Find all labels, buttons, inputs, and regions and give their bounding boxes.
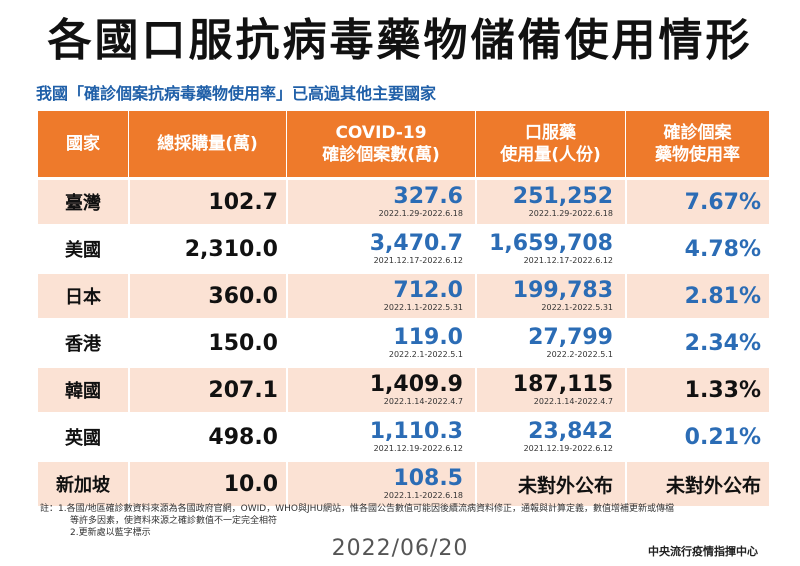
cases-cell: 1,110.3 2021.12.19-2022.6.12 (286, 415, 475, 459)
publish-date: 2022/06/20 (331, 536, 469, 561)
purchase-cell: 150.0 (128, 321, 286, 365)
table-row: 日本 360.0 712.0 2022.1.1-2022.5.31 199,78… (38, 274, 769, 318)
purchase-cell: 102.7 (128, 180, 286, 224)
purchase-cell: 2,310.0 (128, 227, 286, 271)
country-cell: 臺灣 (38, 180, 128, 224)
usage-cell: 1,659,708 2021.12.17-2022.6.12 (475, 227, 625, 271)
page-title: 各國口服抗病毒藥物儲備使用情形 (47, 15, 753, 66)
table-row: 臺灣 102.7 327.6 2022.1.29-2022.6.18 251,2… (38, 180, 769, 224)
antiviral-table: 國家 總採購量(萬) COVID-19 確診個案數(萬) 口服藥 使用量(人份) 確… (38, 108, 769, 509)
country-cell: 英國 (38, 415, 128, 459)
cases-value: 1,110.3 (369, 419, 463, 444)
country-cell: 日本 (38, 274, 128, 318)
rate-cell: 未對外公布 (625, 462, 769, 506)
usage-cell: 未對外公布 (475, 462, 625, 506)
footnote-2: 2.更新處以藍字標示 (70, 528, 151, 538)
cases-value: 119.0 (393, 325, 463, 350)
usage-value: 27,799 (528, 325, 613, 350)
header-cases: COVID-19 確診個案數(萬) (286, 111, 475, 177)
cases-value: 712.0 (393, 278, 463, 303)
usage-cell: 23,842 2021.12.19-2022.6.12 (475, 415, 625, 459)
country-cell: 香港 (38, 321, 128, 365)
usage-period: 2022.1.14-2022.4.7 (533, 397, 613, 406)
cases-period: 2022.1.1-2022.6.18 (383, 491, 463, 500)
usage-cell: 27,799 2022.2-2022.5.1 (475, 321, 625, 365)
usage-value: 1,659,708 (489, 231, 613, 256)
cases-cell: 712.0 2022.1.1-2022.5.31 (286, 274, 475, 318)
usage-cell: 251,252 2022.1.29-2022.6.18 (475, 180, 625, 224)
table-row: 美國 2,310.0 3,470.7 2021.12.17-2022.6.12 … (38, 227, 769, 271)
organization-name: 中央流行疫情指揮中心 (648, 545, 758, 558)
footnotes: 註：1.各國/地區確診數資料來源為各國政府官網，OWID，WHO與JHU網站，惟… (40, 503, 770, 539)
cases-period: 2021.12.19-2022.6.12 (373, 444, 463, 453)
cases-cell: 1,409.9 2022.1.14-2022.4.7 (286, 368, 475, 412)
usage-value: 23,842 (528, 419, 613, 444)
rate-value: 未對外公布 (665, 474, 761, 497)
cases-cell: 327.6 2022.1.29-2022.6.18 (286, 180, 475, 224)
cases-period: 2022.2.1-2022.5.1 (388, 350, 463, 359)
usage-cell: 199,783 2022.1-2022.5.31 (475, 274, 625, 318)
country-cell: 新加坡 (38, 462, 128, 506)
cases-cell: 3,470.7 2021.12.17-2022.6.12 (286, 227, 475, 271)
footnote-1-cont: 等許多因素，使資料來源之確診數值不一定完全相符 (70, 516, 278, 526)
usage-value: 199,783 (512, 278, 613, 303)
country-cell: 韓國 (38, 368, 128, 412)
rate-cell: 0.21% (625, 415, 769, 459)
cases-period: 2021.12.17-2022.6.12 (373, 256, 463, 265)
purchase-cell: 207.1 (128, 368, 286, 412)
header-country: 國家 (38, 111, 128, 177)
cases-period: 2022.1.29-2022.6.18 (378, 209, 463, 218)
purchase-cell: 10.0 (128, 462, 286, 506)
cases-value: 1,409.9 (369, 372, 463, 397)
cases-value: 3,470.7 (369, 231, 463, 256)
footnote-1: 註：1.各國/地區確診數資料來源為各國政府官網，OWID，WHO與JHU網站，惟… (40, 504, 674, 514)
purchase-cell: 360.0 (128, 274, 286, 318)
rate-cell: 2.34% (625, 321, 769, 365)
purchase-cell: 498.0 (128, 415, 286, 459)
cases-period: 2022.1.1-2022.5.31 (383, 303, 463, 312)
table-row: 英國 498.0 1,110.3 2021.12.19-2022.6.12 23… (38, 415, 769, 459)
header-usage: 口服藥 使用量(人份) (475, 111, 625, 177)
rate-cell: 2.81% (625, 274, 769, 318)
usage-period: 2021.12.19-2022.6.12 (523, 444, 613, 453)
table-row: 香港 150.0 119.0 2022.2.1-2022.5.1 27,799 … (38, 321, 769, 365)
header-rate: 確診個案 藥物使用率 (625, 111, 769, 177)
cases-period: 2022.1.14-2022.4.7 (383, 397, 463, 406)
cases-value: 108.5 (393, 466, 463, 491)
usage-value: 187,115 (512, 372, 613, 397)
usage-period: 2022.1-2022.5.31 (541, 303, 613, 312)
usage-period: 2022.2-2022.5.1 (546, 350, 613, 359)
rate-cell: 4.78% (625, 227, 769, 271)
rate-cell: 1.33% (625, 368, 769, 412)
usage-cell: 187,115 2022.1.14-2022.4.7 (475, 368, 625, 412)
page-subtitle: 我國「確診個案抗病毒藥物使用率」已高過其他主要國家 (36, 84, 437, 103)
rate-cell: 7.67% (625, 180, 769, 224)
cases-value: 327.6 (393, 184, 463, 209)
usage-period: 2021.12.17-2022.6.12 (523, 256, 613, 265)
cases-cell: 119.0 2022.2.1-2022.5.1 (286, 321, 475, 365)
country-cell: 美國 (38, 227, 128, 271)
header-purchase: 總採購量(萬) (128, 111, 286, 177)
cases-cell: 108.5 2022.1.1-2022.6.18 (286, 462, 475, 506)
table-row: 韓國 207.1 1,409.9 2022.1.14-2022.4.7 187,… (38, 368, 769, 412)
usage-value: 251,252 (512, 184, 613, 209)
table-header-row: 國家 總採購量(萬) COVID-19 確診個案數(萬) 口服藥 使用量(人份) 確… (38, 111, 769, 177)
usage-value: 未對外公布 (517, 474, 613, 497)
table-row: 新加坡 10.0 108.5 2022.1.1-2022.6.18 未對外公布 … (38, 462, 769, 506)
usage-period: 2022.1.29-2022.6.18 (528, 209, 613, 218)
